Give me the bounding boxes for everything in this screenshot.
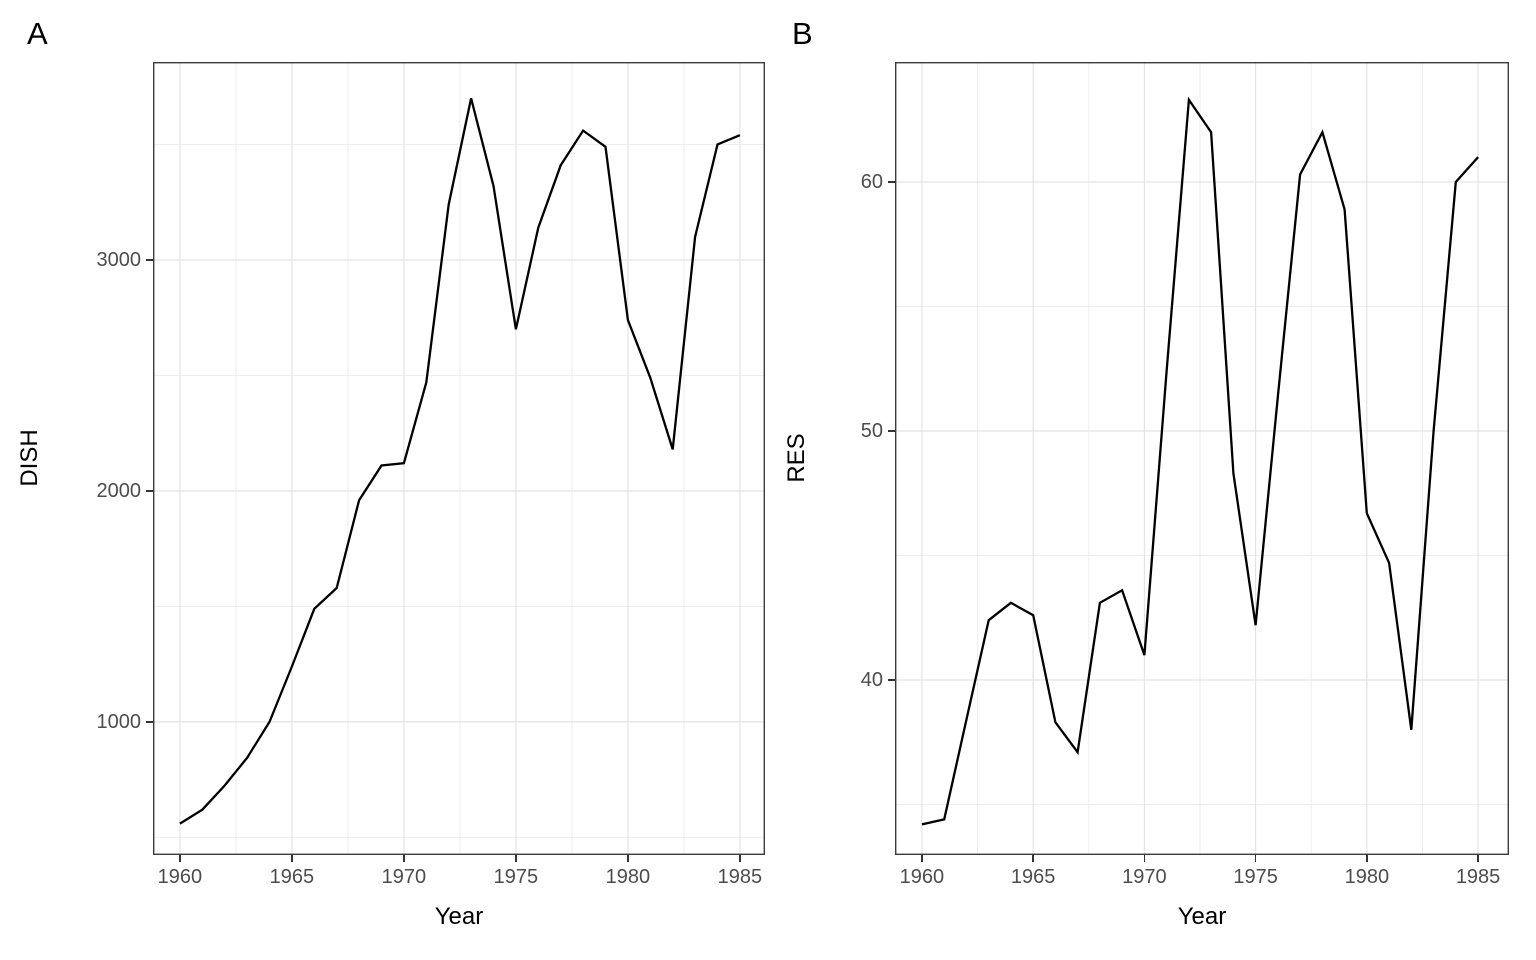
- x-tick-mark: [1143, 855, 1146, 862]
- x-tick-label: 1980: [605, 866, 651, 888]
- y-tick-mark: [888, 181, 895, 183]
- x-tick-label: 1980: [1344, 866, 1390, 888]
- x-tick-mark: [1477, 855, 1479, 862]
- y-tick-mark: [146, 259, 153, 261]
- chart-B-plot-area: [894, 61, 1509, 855]
- y-tick-label: 60: [860, 171, 883, 193]
- y-tick-label: 40: [860, 668, 883, 691]
- y-axis-title-res: RES: [783, 433, 810, 483]
- x-tick-mark: [515, 855, 517, 862]
- y-tick-mark: [146, 490, 153, 492]
- x-tick-mark: [1254, 855, 1257, 862]
- panel-dish-chart: [152, 61, 765, 855]
- x-tick-label: 1965: [269, 866, 315, 888]
- x-tick-mark: [291, 855, 293, 862]
- y-tick-label: 3000: [96, 248, 142, 271]
- x-tick-label: 1975: [493, 866, 539, 888]
- panel-border: [152, 61, 765, 855]
- x-tick-label: 1970: [381, 866, 427, 888]
- x-tick-mark: [403, 855, 405, 862]
- chart-A-plot-area: [152, 61, 765, 855]
- x-tick-mark: [739, 855, 741, 862]
- panel-border: [894, 61, 1509, 855]
- y-tick-label: 1000: [96, 710, 142, 733]
- x-axis-title-year-b: Year: [1177, 903, 1227, 930]
- y-tick-mark: [146, 721, 153, 723]
- x-tick-mark: [921, 855, 923, 862]
- panel-res-chart: [894, 61, 1509, 855]
- y-axis-title-dish: DISH: [16, 429, 43, 487]
- y-tick-label: 50: [860, 419, 883, 442]
- x-tick-mark: [627, 855, 629, 862]
- x-tick-label: 1970: [1122, 866, 1167, 888]
- y-tick-mark: [888, 430, 895, 432]
- x-tick-mark: [1032, 855, 1034, 862]
- x-tick-label: 1960: [157, 866, 203, 888]
- x-tick-label: 1985: [1455, 866, 1501, 888]
- x-tick-label: 1965: [1010, 866, 1056, 888]
- x-tick-label: 1985: [717, 866, 763, 888]
- x-tick-mark: [179, 855, 181, 862]
- panel-a-label: A: [27, 16, 48, 51]
- panel-b-label: B: [792, 16, 813, 51]
- x-tick-label: 1975: [1233, 866, 1278, 888]
- x-tick-label: 1960: [899, 866, 945, 888]
- y-tick-mark: [888, 679, 895, 681]
- y-tick-label: 2000: [96, 479, 142, 502]
- x-axis-title-year-a: Year: [434, 903, 484, 930]
- res-line: [921, 96, 1479, 826]
- dish-line: [179, 98, 741, 825]
- x-tick-mark: [1366, 855, 1368, 862]
